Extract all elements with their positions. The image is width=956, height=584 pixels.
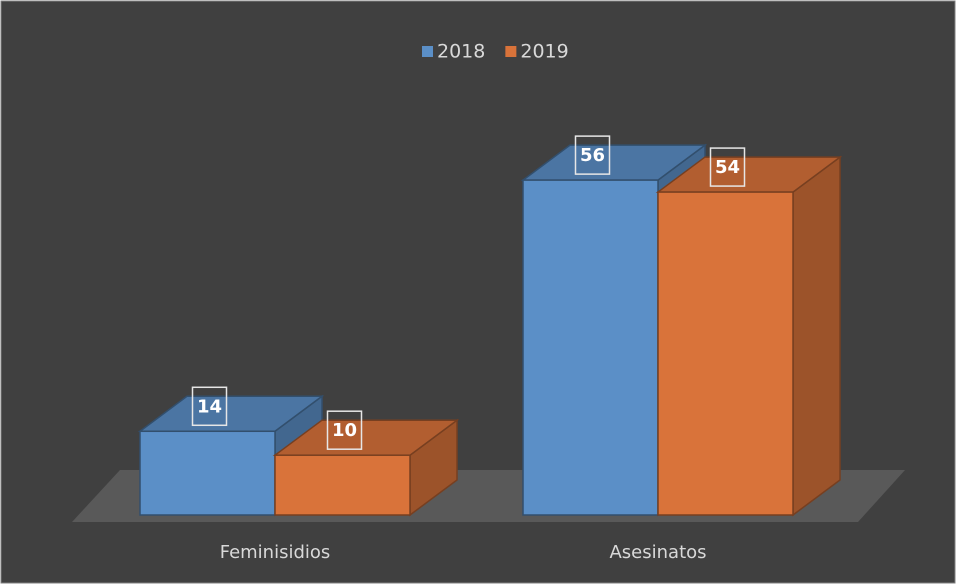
data-label: 56 xyxy=(580,145,605,166)
data-label-box xyxy=(709,147,746,187)
bar xyxy=(272,418,460,517)
data-label: 14 xyxy=(197,396,222,417)
x-tick-label: Feminisidios xyxy=(220,542,331,563)
data-label-box xyxy=(574,135,611,175)
legend-swatch xyxy=(505,46,517,57)
data-label-box xyxy=(326,410,363,450)
data-label: 10 xyxy=(332,420,357,441)
bar-front xyxy=(522,179,659,516)
data-label: 54 xyxy=(715,157,740,178)
legend-label: 2018 xyxy=(437,41,485,63)
bar-front xyxy=(139,430,276,516)
bar-front xyxy=(274,454,411,516)
bar xyxy=(655,155,843,517)
bar-front xyxy=(657,191,794,516)
x-tick-label: Asesinatos xyxy=(609,542,706,563)
legend-label: 2019 xyxy=(520,41,568,63)
bar-side xyxy=(792,155,841,517)
data-label-box xyxy=(191,386,228,427)
legend-swatch xyxy=(422,46,433,57)
